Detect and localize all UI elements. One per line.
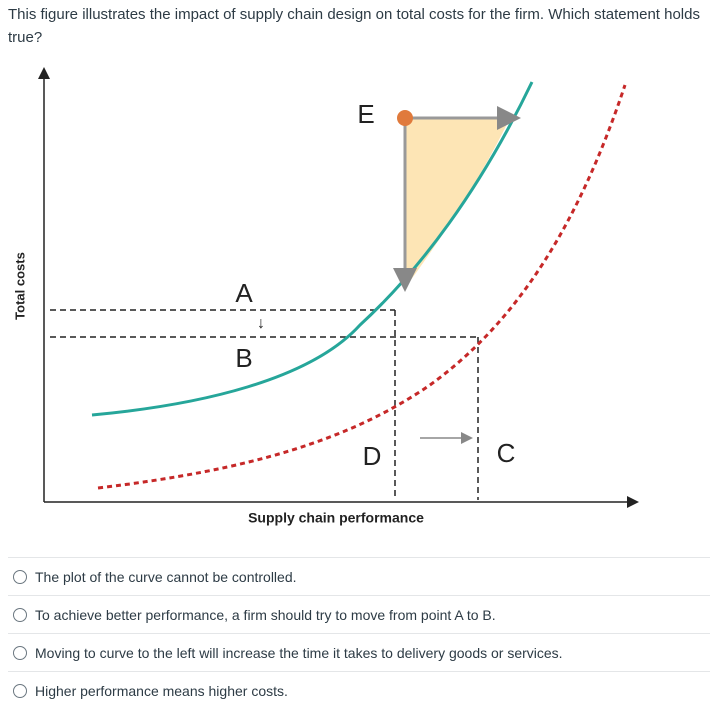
label-arrow: ↓ [257, 315, 265, 332]
label-a: A [235, 278, 253, 308]
x-axis-label: Supply chain performance [248, 510, 424, 526]
option[interactable]: Moving to curve to the left will increas… [8, 633, 710, 671]
radio[interactable] [13, 607, 27, 622]
option-text: The plot of the curve cannot be controll… [35, 568, 297, 585]
options: The plot of the curve cannot be controll… [8, 557, 710, 709]
option[interactable]: To achieve better performance, a firm sh… [8, 595, 710, 633]
question: This figure illustrates the impact of su… [8, 6, 700, 46]
option-text: Moving to curve to the left will increas… [35, 644, 563, 661]
label-c: C [497, 438, 516, 468]
option-text: Higher performance means higher costs. [35, 682, 288, 699]
radio[interactable] [13, 683, 27, 698]
point-e [397, 110, 413, 126]
shifted-curve [97, 84, 627, 490]
curve [91, 81, 534, 417]
guides [50, 309, 479, 500]
radio[interactable] [13, 645, 27, 660]
y-axis-label: Total costs [12, 252, 27, 320]
option[interactable]: The plot of the curve cannot be controll… [8, 557, 710, 595]
label-b: B [235, 343, 252, 373]
option[interactable]: Higher performance means higher costs. [8, 671, 710, 709]
figure: E A ↓ B D C Supply chain performance Tot… [12, 67, 639, 526]
option-text: To achieve better performance, a firm sh… [35, 606, 496, 623]
label-d: D [363, 441, 382, 471]
radio[interactable] [13, 569, 27, 584]
label-e: E [357, 99, 374, 129]
